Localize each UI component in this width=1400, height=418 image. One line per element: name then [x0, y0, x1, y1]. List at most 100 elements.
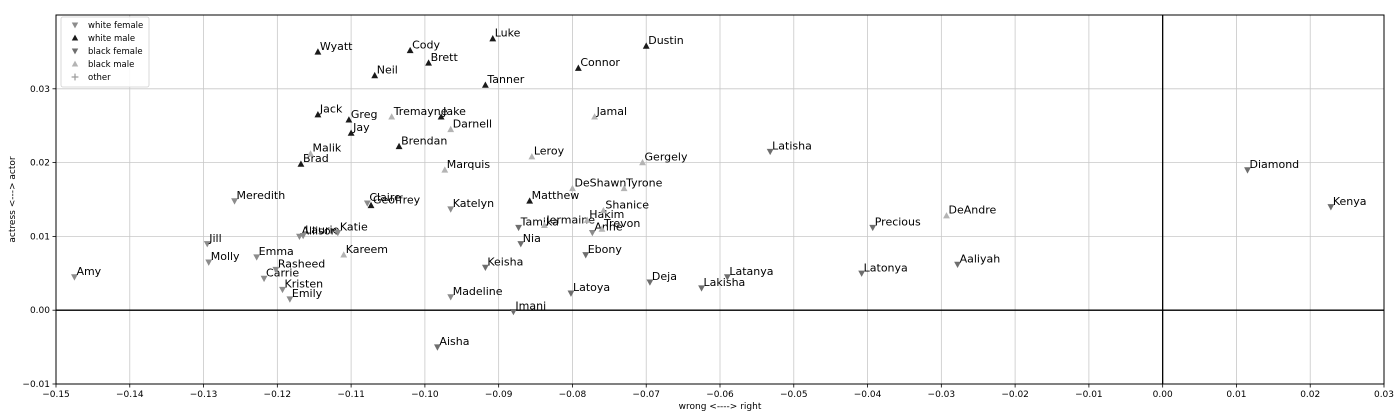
point-marker [517, 241, 525, 248]
y-tick-label: 0.01 [30, 232, 50, 242]
data-point: Katelyn [447, 197, 494, 213]
x-tick-label: −0.05 [780, 390, 808, 400]
point-label: Connor [580, 56, 620, 69]
reference-lines [56, 15, 1384, 384]
point-marker [569, 184, 576, 192]
data-point: Brett [425, 51, 458, 66]
point-marker [510, 308, 517, 316]
x-tick-label: −0.07 [632, 390, 660, 400]
legend-item: other [71, 73, 111, 83]
point-label: Hakim [589, 208, 624, 221]
point-marker [447, 206, 455, 213]
data-point: Luke [489, 27, 521, 42]
data-point: Diamond [1244, 158, 1299, 174]
point-label: Neil [377, 64, 398, 77]
point-marker [528, 153, 536, 160]
point-label: Jack [319, 103, 343, 116]
point-label: Precious [875, 216, 921, 229]
point-label: Gergely [645, 151, 688, 164]
point-marker [299, 232, 307, 240]
point-marker [340, 251, 348, 258]
data-point: Tamika [515, 216, 559, 232]
legend-item: black female [71, 47, 143, 57]
point-label: Meredith [237, 189, 286, 202]
data-point: Madeline [447, 285, 503, 301]
point-marker [620, 184, 628, 192]
point-marker [345, 116, 353, 123]
point-marker [367, 201, 375, 209]
point-marker [481, 264, 489, 271]
point-label: Latisha [772, 140, 812, 153]
point-marker [388, 113, 396, 120]
legend-item: white female [71, 21, 143, 31]
data-point: Dustin [642, 34, 684, 49]
x-tick-label: 0.01 [1226, 390, 1246, 400]
point-marker [434, 344, 441, 351]
x-tick-label: −0.11 [337, 390, 365, 400]
point-marker [71, 34, 79, 41]
data-point: Kristen [279, 278, 323, 294]
point-label: Ebony [588, 243, 623, 256]
point-label: Katie [340, 221, 368, 234]
data-point: Lakisha [698, 276, 745, 292]
point-label: Imani [515, 300, 546, 313]
point-marker [71, 60, 79, 67]
point-label: Jermaine [545, 213, 595, 226]
legend-item: white male [71, 34, 135, 44]
data-point: Shanice [600, 199, 649, 214]
point-marker [437, 113, 445, 120]
point-marker [71, 48, 79, 55]
point-marker [639, 159, 646, 166]
point-label: DeShawn [574, 176, 626, 189]
legend-label: white female [88, 21, 143, 31]
point-marker [307, 150, 314, 157]
data-point: Connor [574, 56, 620, 71]
data-point: Ebony [582, 243, 622, 259]
point-marker [954, 261, 961, 269]
data-point: Molly [205, 250, 240, 266]
point-marker [540, 221, 548, 229]
data-point: Jermaine [540, 213, 595, 229]
point-label: Wyatt [320, 40, 353, 53]
point-marker [286, 296, 294, 303]
data-point: Jack [314, 103, 343, 118]
point-marker [447, 294, 455, 301]
point-label: Emma [259, 245, 294, 258]
point-label: Jill [208, 232, 221, 245]
y-tick-label: −0.01 [22, 380, 50, 390]
point-marker [297, 160, 305, 167]
point-label: Nia [523, 232, 541, 245]
point-label: Deja [652, 270, 677, 283]
x-tick-label: −0.10 [411, 390, 439, 400]
data-point: Kenya [1327, 195, 1367, 211]
data-point: Jake [437, 105, 466, 120]
x-axis-ticks: −0.15 −0.14 −0.13 −0.12 −0.11 −0.10 −0.09 −0.08… [42, 384, 1394, 400]
legend-box [60, 16, 150, 88]
point-label: Latanya [729, 265, 773, 278]
data-point: Aisha [434, 335, 469, 351]
point-marker [314, 48, 322, 55]
data-point: Latanya [723, 265, 774, 281]
data-point: Claire [363, 191, 401, 207]
point-label: Jay [352, 121, 370, 134]
x-tick-label: −0.06 [706, 390, 734, 400]
point-label: Latonya [864, 261, 908, 274]
data-point: Marquis [441, 158, 490, 173]
data-point: Laurie [299, 224, 340, 240]
point-label: Darnell [453, 117, 492, 130]
point-label: Brett [431, 51, 459, 64]
data-point: Cody [406, 38, 441, 54]
point-marker [766, 148, 774, 156]
point-marker [723, 274, 731, 281]
point-marker [698, 285, 705, 292]
data-point: Tanner [481, 73, 525, 88]
x-tick-label: −0.01 [1075, 390, 1103, 400]
data-point: Neil [371, 64, 398, 79]
data-point: DeShawn [569, 176, 626, 192]
point-label: Kristen [284, 278, 323, 291]
point-marker [582, 252, 590, 259]
data-point: Emily [286, 287, 323, 303]
point-label: Tremayne [393, 105, 448, 118]
x-tick-label: −0.14 [116, 390, 144, 400]
